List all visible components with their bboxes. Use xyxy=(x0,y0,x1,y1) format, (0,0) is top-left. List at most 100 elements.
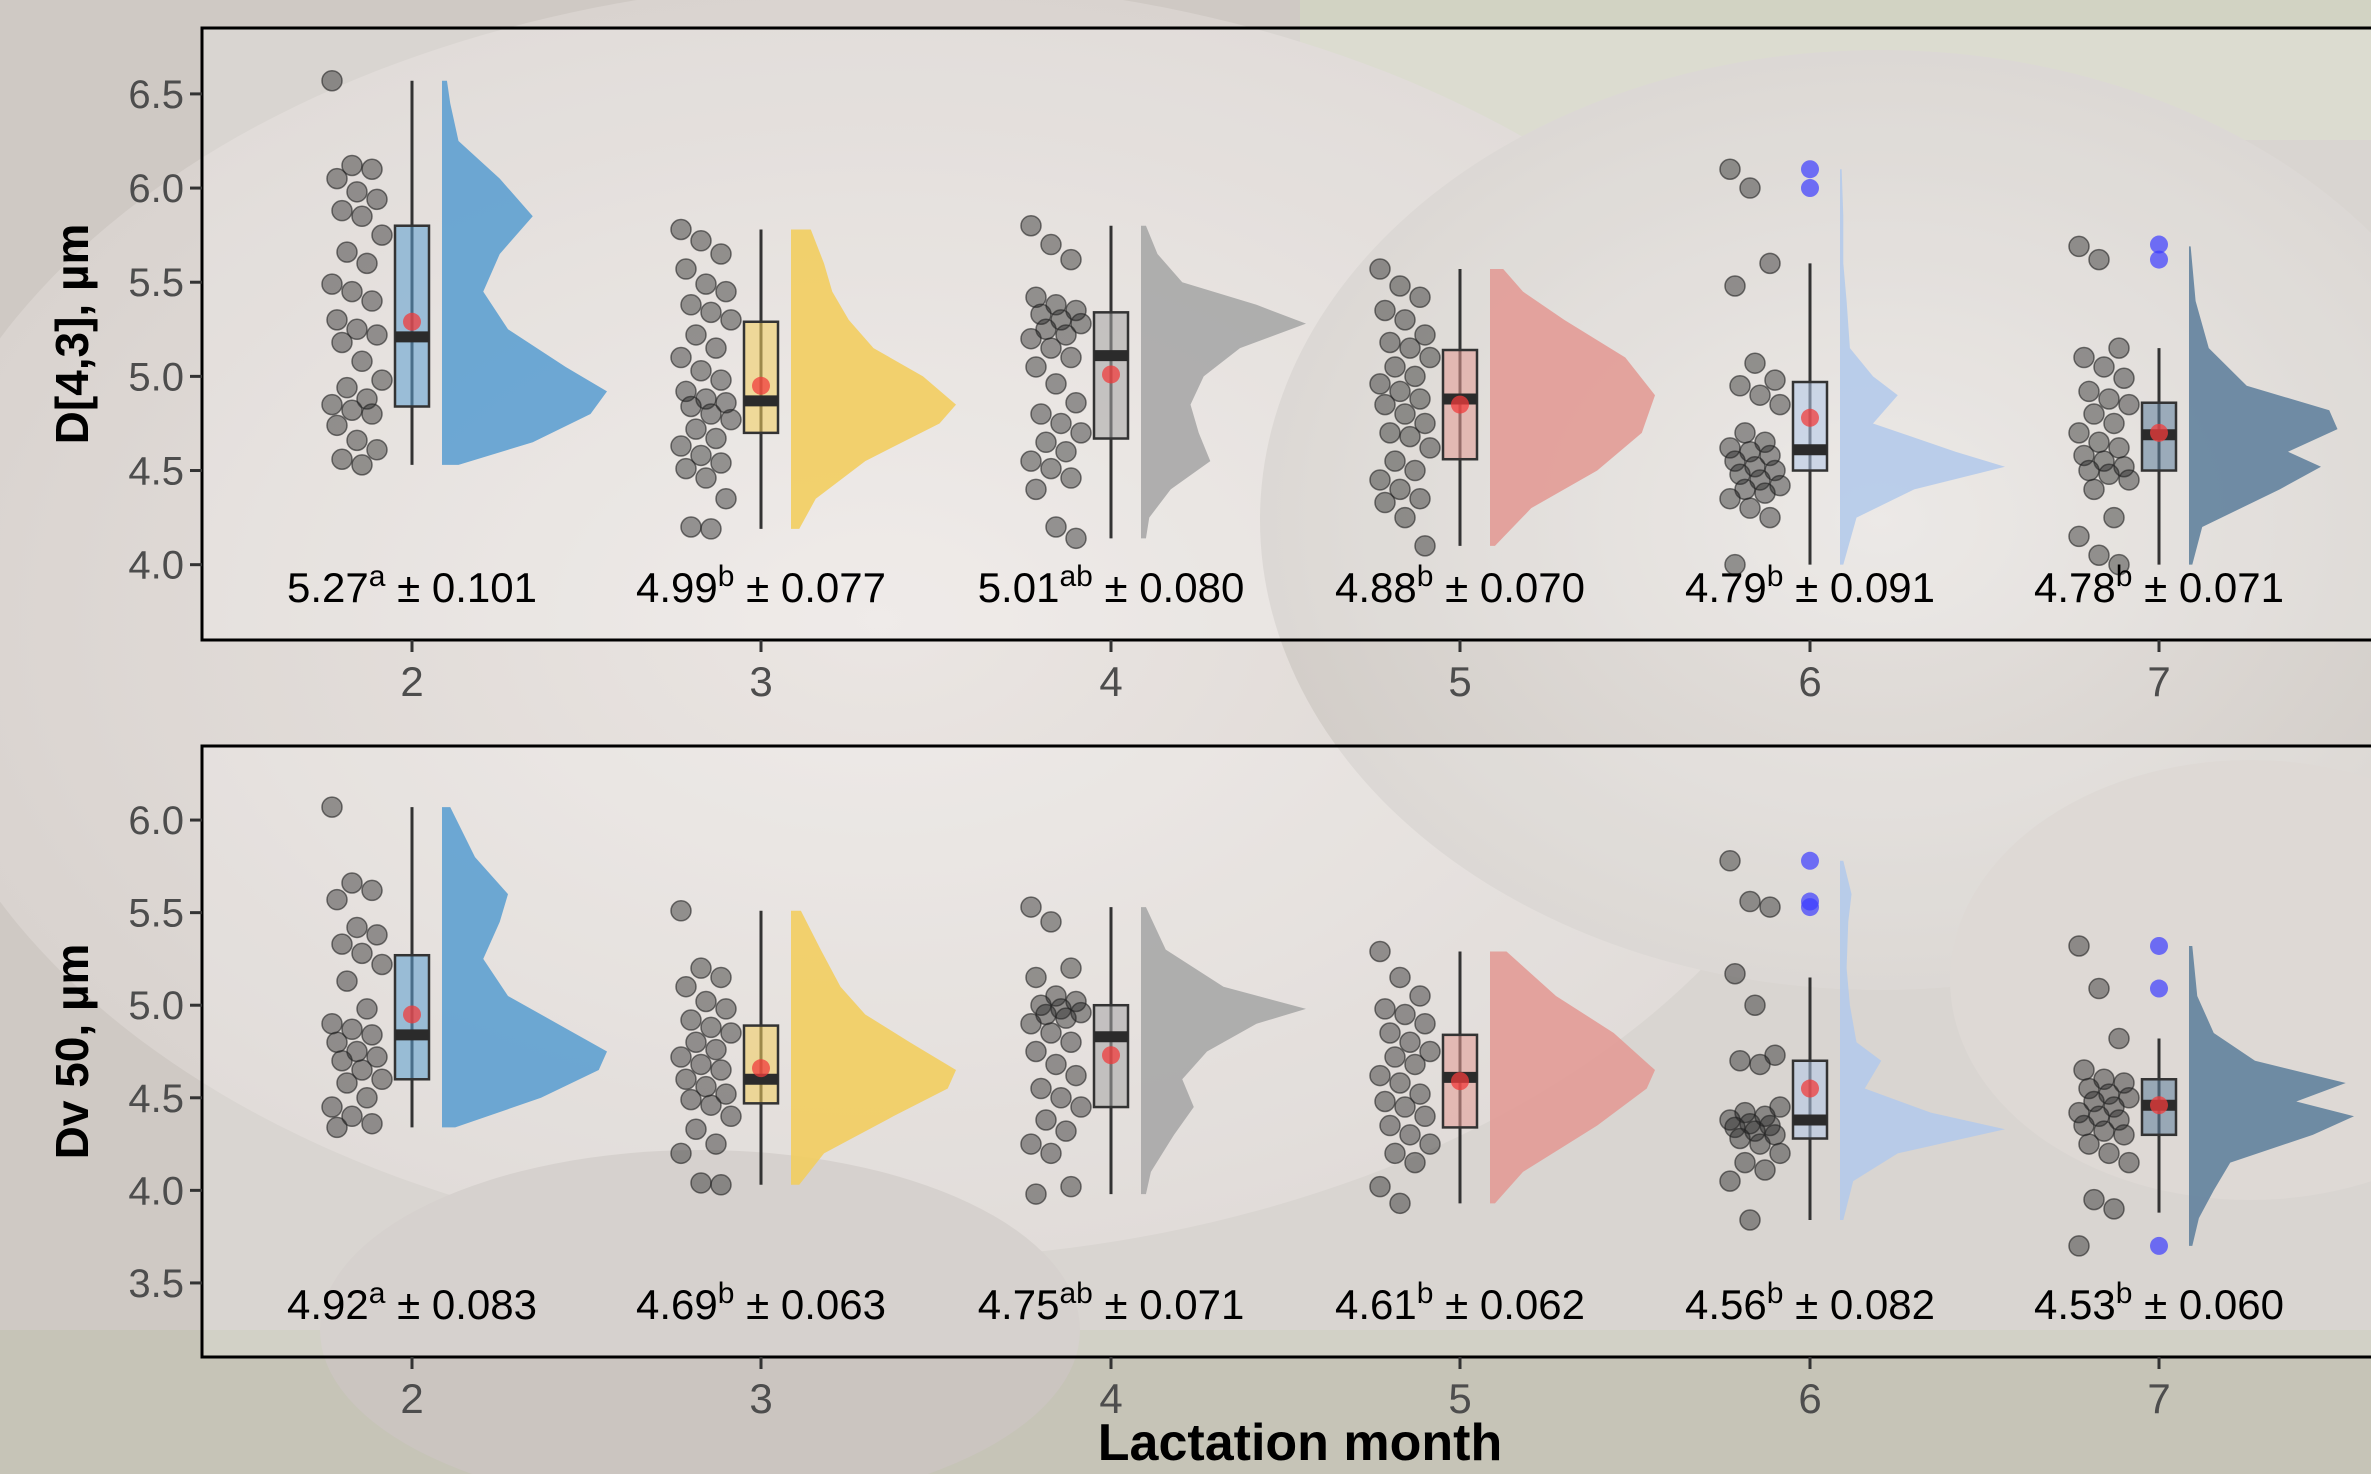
x-tick-label: 7 xyxy=(2147,658,2170,705)
x-tick-label: 5 xyxy=(1448,1375,1471,1422)
data-point xyxy=(710,1059,732,1081)
data-point xyxy=(321,393,343,416)
mean-se-label-4: 5.01ab ± 0.080 xyxy=(978,560,1245,611)
data-point xyxy=(1045,373,1067,395)
data-point xyxy=(710,243,732,265)
mean-value: 4.99 xyxy=(636,564,718,611)
data-point xyxy=(336,376,358,399)
mean-se-label-5: 4.61b ± 0.062 xyxy=(1335,1277,1585,1328)
data-point xyxy=(700,301,722,324)
data-point xyxy=(2068,935,2090,957)
x-tick-label: 2 xyxy=(400,658,423,705)
mean-marker-2 xyxy=(403,1005,421,1024)
data-point xyxy=(2088,977,2110,1000)
data-point xyxy=(690,957,712,979)
data-point xyxy=(1060,1031,1082,1053)
significance-letter: a xyxy=(369,1277,386,1310)
data-point xyxy=(1020,1012,1042,1035)
panel-frame xyxy=(200,26,2371,642)
data-point xyxy=(356,998,378,1020)
data-point xyxy=(1065,527,1087,550)
data-point xyxy=(366,439,388,461)
data-point xyxy=(710,452,732,474)
data-point xyxy=(371,1068,393,1091)
data-point xyxy=(1409,286,1431,309)
data-point xyxy=(675,1068,697,1091)
y-tick-label: 4.0 xyxy=(128,1169,184,1213)
data-point xyxy=(321,1012,343,1035)
data-point xyxy=(1025,286,1047,309)
data-point xyxy=(1374,491,1396,514)
data-point xyxy=(326,167,348,190)
box-5 xyxy=(1441,348,1479,461)
data-point xyxy=(705,1038,727,1061)
data-point xyxy=(366,188,388,211)
mean-se-label-7: 4.78b ± 0.071 xyxy=(2034,560,2284,611)
data-point xyxy=(361,1024,383,1046)
data-point xyxy=(1744,994,1766,1016)
data-point xyxy=(1759,896,1781,918)
data-point xyxy=(715,1083,737,1105)
mean-marker-2 xyxy=(403,312,421,331)
outlier-point xyxy=(2150,936,2168,955)
standard-error: ± 0.062 xyxy=(1433,1281,1585,1328)
data-point xyxy=(1724,553,1746,576)
data-point xyxy=(1369,469,1391,491)
data-point xyxy=(1070,422,1092,444)
data-point xyxy=(1414,1105,1436,1128)
data-point xyxy=(1384,1142,1406,1165)
mean-marker-5 xyxy=(1451,395,1469,414)
data-point xyxy=(326,888,348,911)
mean-value: 4.56 xyxy=(1685,1281,1767,1328)
mean-marker-3 xyxy=(752,1059,770,1078)
mean-value: 4.75 xyxy=(978,1281,1060,1328)
data-point xyxy=(1754,1159,1776,1181)
data-point xyxy=(2078,459,2100,482)
data-point xyxy=(1719,1170,1741,1192)
data-point xyxy=(1040,337,1062,359)
data-point xyxy=(1399,337,1421,359)
density-cloud-7 xyxy=(2189,246,2338,565)
mean-se-label-7: 4.53b ± 0.060 xyxy=(2034,1277,2284,1328)
data-point xyxy=(1050,1087,1072,1109)
panel-1: 4.0 4.5 5.0 5.5 6.0 6.5 D[4,3], µm 5.27a ± 0.10… xyxy=(46,26,2371,705)
data-point xyxy=(2083,1188,2105,1211)
data-point xyxy=(680,294,702,316)
mean-marker-7 xyxy=(2150,1096,2168,1115)
data-point xyxy=(1374,393,1396,416)
data-point xyxy=(2068,525,2090,548)
y-tick-label: 6.0 xyxy=(128,167,184,211)
data-point xyxy=(1399,1031,1421,1053)
data-point xyxy=(1394,1003,1416,1026)
significance-letter: a xyxy=(369,560,386,593)
data-point xyxy=(361,403,383,425)
data-point xyxy=(1724,450,1746,472)
mean-marker-4 xyxy=(1102,1046,1120,1065)
data-point xyxy=(1404,459,1426,482)
data-point xyxy=(1025,356,1047,378)
data-point xyxy=(710,966,732,989)
data-point xyxy=(1030,403,1052,425)
standard-error: ± 0.071 xyxy=(2132,564,2284,611)
data-point xyxy=(331,331,353,354)
y-tick-label: 3.5 xyxy=(128,1262,184,1306)
density-cloud-7 xyxy=(2189,945,2354,1246)
data-point xyxy=(705,427,727,450)
outlier-point xyxy=(2150,250,2168,269)
x-tick-label: 3 xyxy=(749,1375,772,1422)
data-point xyxy=(2113,1124,2135,1146)
data-point xyxy=(1060,957,1082,979)
data-point xyxy=(720,1105,742,1128)
data-point xyxy=(1769,1142,1791,1165)
box-6 xyxy=(1791,1059,1829,1140)
data-point xyxy=(331,1050,353,1072)
data-point xyxy=(321,69,343,92)
data-point xyxy=(1419,1133,1441,1155)
data-point xyxy=(1379,1114,1401,1137)
data-point xyxy=(1040,911,1062,933)
data-point xyxy=(1759,252,1781,275)
data-point xyxy=(326,414,348,437)
x-tick-label: 7 xyxy=(2147,1375,2170,1422)
data-point xyxy=(2088,248,2110,271)
standard-error: ± 0.080 xyxy=(1093,564,1245,611)
